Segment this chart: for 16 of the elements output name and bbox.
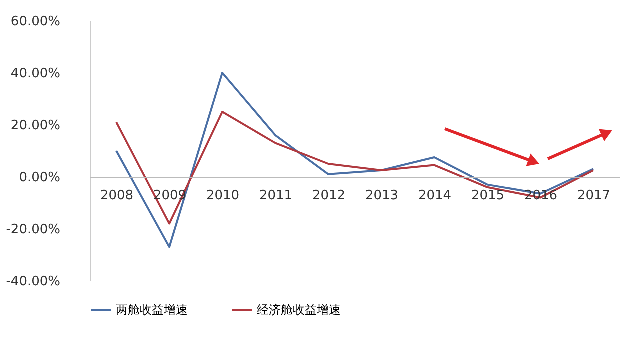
y-tick-label: 60.00%	[10, 14, 60, 30]
x-tick-label: 2014	[418, 188, 452, 204]
x-tick-label: 2010	[206, 188, 240, 204]
x-tick-label: 2015	[471, 188, 505, 204]
x-tick-label: 2013	[365, 188, 399, 204]
x-tick-label: 2012	[312, 188, 346, 204]
y-tick-label: -20.00%	[6, 222, 60, 238]
legend-label: 两舱收益增速	[116, 303, 188, 317]
y-tick-label: 40.00%	[10, 66, 60, 82]
y-tick-label: -40.00%	[6, 274, 60, 290]
legend-label: 经济舱收益增速	[257, 303, 341, 317]
x-tick-label: 2011	[259, 188, 293, 204]
y-tick-label: 20.00%	[10, 118, 60, 134]
y-tick-label: 0.00%	[19, 170, 60, 186]
x-tick-label: 2017	[577, 188, 611, 204]
x-tick-label: 2008	[100, 188, 134, 204]
